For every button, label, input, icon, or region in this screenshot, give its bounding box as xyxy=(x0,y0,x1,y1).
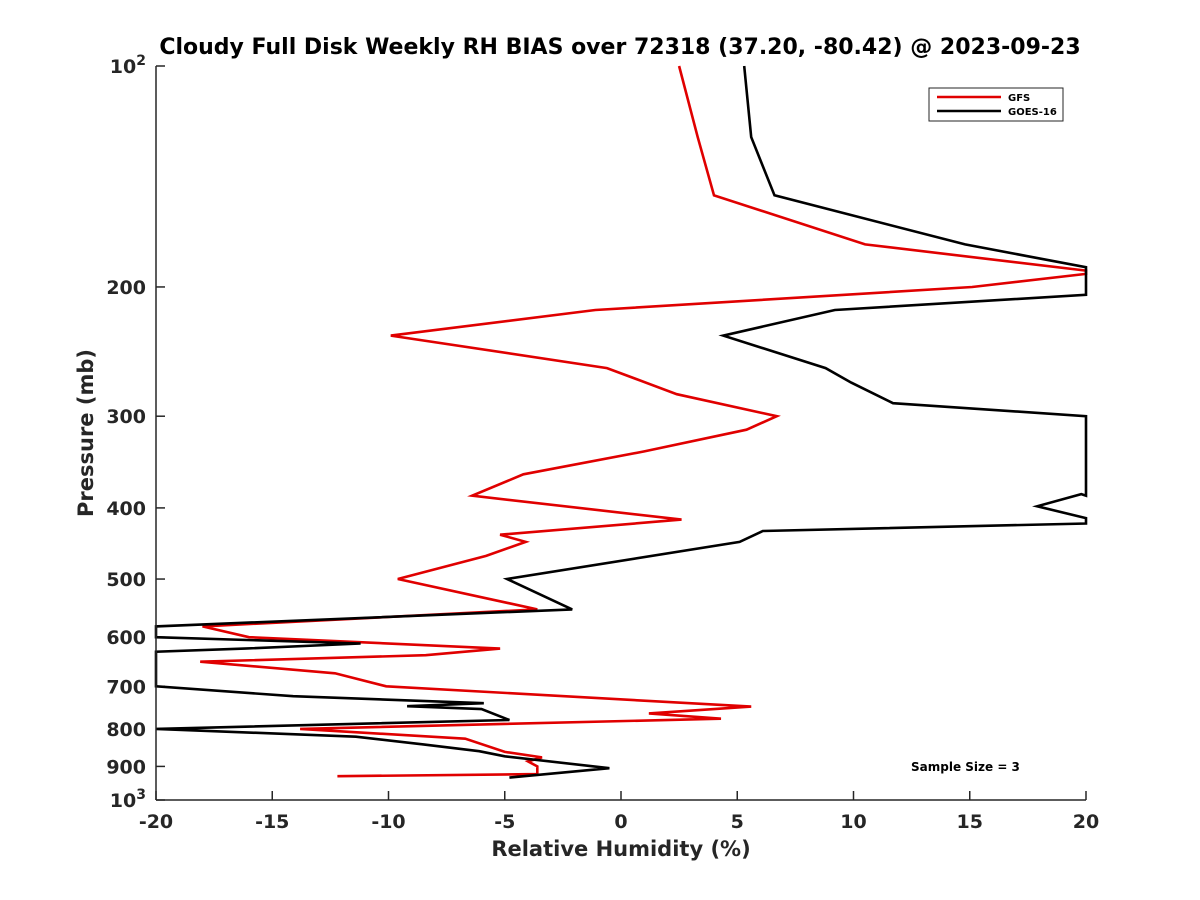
x-tick-labels: -20 -15 -10 -5 0 5 10 15 20 xyxy=(139,811,1099,833)
x-tick-label: -20 xyxy=(139,811,173,833)
x-tick-label: 15 xyxy=(957,811,983,833)
y-tick-label: 103 xyxy=(110,787,146,812)
series-lines xyxy=(154,65,1088,779)
y-tick-label: 200 xyxy=(106,277,146,299)
legend-label-goes-16: GOES-16 xyxy=(1008,107,1057,118)
legend-box xyxy=(928,87,1064,122)
y-tick-label: 400 xyxy=(106,498,146,520)
x-axis-label: Relative Humidity (%) xyxy=(491,837,750,861)
y-tick-label: 300 xyxy=(106,406,146,428)
series-line-gfs xyxy=(200,65,1088,778)
sample-size-annotation: Sample Size = 3 xyxy=(911,760,1020,774)
x-tick-label: -5 xyxy=(494,811,515,833)
y-tick-labels: 102 200 300 400 500 600 700 800 900 103 xyxy=(106,53,146,812)
x-tick-label: -10 xyxy=(371,811,405,833)
y-tick-label: 500 xyxy=(106,569,146,591)
series-line-goes-16 xyxy=(154,65,1088,779)
legend-label-gfs: GFS xyxy=(1008,93,1030,104)
y-tick-label: 800 xyxy=(106,719,146,741)
x-tick-label: 10 xyxy=(840,811,866,833)
plot-area xyxy=(156,66,1086,800)
legend: GFS GOES-16 xyxy=(928,87,1064,122)
y-tick-label: 900 xyxy=(106,756,146,778)
x-tick-label: 20 xyxy=(1073,811,1099,833)
chart-title: Cloudy Full Disk Weekly RH BIAS over 723… xyxy=(159,35,1080,60)
x-tick-label: -15 xyxy=(255,811,289,833)
y-tick-label: 700 xyxy=(106,676,146,698)
y-tick-label: 102 xyxy=(110,53,146,78)
y-tick-label: 600 xyxy=(106,627,146,649)
x-tick-label: 0 xyxy=(614,811,627,833)
y-axis-label: Pressure (mb) xyxy=(74,349,98,517)
x-tick-label: 5 xyxy=(731,811,744,833)
